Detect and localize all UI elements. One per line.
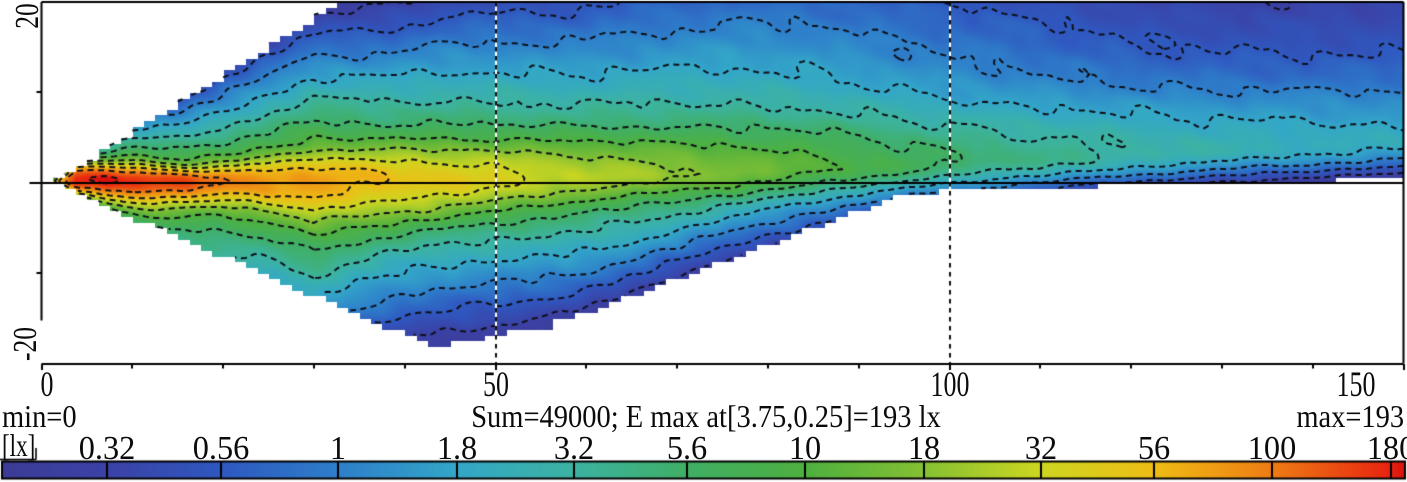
x-axis-label-0: 0 (40, 364, 54, 404)
colorbar-tick-label-10: 10 (788, 430, 822, 467)
y-axis-label-20: 20 (9, 3, 46, 29)
status-max-value: max=193 (1296, 398, 1404, 434)
colorbar-tick-label-5.6: 5.6 (666, 430, 708, 467)
y-axis-label-minus20: -20 (7, 326, 44, 361)
colorbar-tick-label-1.8: 1.8 (436, 430, 478, 467)
colorbar-tick-label-32: 32 (1024, 430, 1058, 467)
colorbar-tick-label-100: 100 (1247, 430, 1297, 467)
x-axis-label-50: 50 (483, 364, 509, 404)
colorbar-tick-label-56: 56 (1137, 430, 1171, 467)
colorbar-tick-label-3.2: 3.2 (553, 430, 595, 467)
colorbar-tick-label-0.56: 0.56 (192, 430, 250, 467)
status-sum-emax: Sum=49000; E max at[3.75,0.25]=193 lx (471, 398, 941, 434)
colorbar-tick-label-180: 180 (1366, 430, 1407, 467)
colorbar-tick-label-1: 1 (329, 430, 347, 467)
colorbar-tick-label-18: 18 (907, 430, 941, 467)
x-axis-label-150: 150 (1336, 364, 1376, 404)
x-axis-label-100: 100 (930, 364, 970, 404)
status-min-value: min=0 (2, 398, 77, 434)
colorbar-tick-label-0.32: 0.32 (78, 430, 136, 467)
colorbar-unit-label: [lx] (2, 427, 36, 463)
